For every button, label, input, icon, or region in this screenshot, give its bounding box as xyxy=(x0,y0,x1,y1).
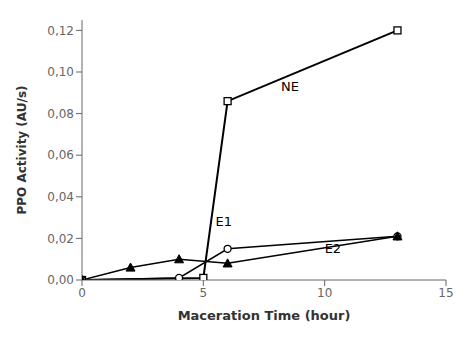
svg-text:15: 15 xyxy=(438,286,453,300)
svg-text:5: 5 xyxy=(200,286,208,300)
svg-text:0,08: 0,08 xyxy=(47,107,74,121)
svg-text:0: 0 xyxy=(78,286,86,300)
svg-text:E1: E1 xyxy=(215,214,232,229)
svg-text:0,00: 0,00 xyxy=(47,273,74,287)
svg-text:PPO Activity (AU/s): PPO Activity (AU/s) xyxy=(15,85,29,214)
svg-text:NE: NE xyxy=(281,79,299,94)
svg-text:0,10: 0,10 xyxy=(47,65,74,79)
svg-text:Maceration Time (hour): Maceration Time (hour) xyxy=(178,308,351,323)
svg-text:0,04: 0,04 xyxy=(47,190,74,204)
svg-text:0,02: 0,02 xyxy=(47,232,74,246)
svg-text:E2: E2 xyxy=(325,241,342,256)
svg-text:0,06: 0,06 xyxy=(47,148,74,162)
svg-text:0,12: 0,12 xyxy=(47,24,74,38)
svg-text:10: 10 xyxy=(317,286,332,300)
